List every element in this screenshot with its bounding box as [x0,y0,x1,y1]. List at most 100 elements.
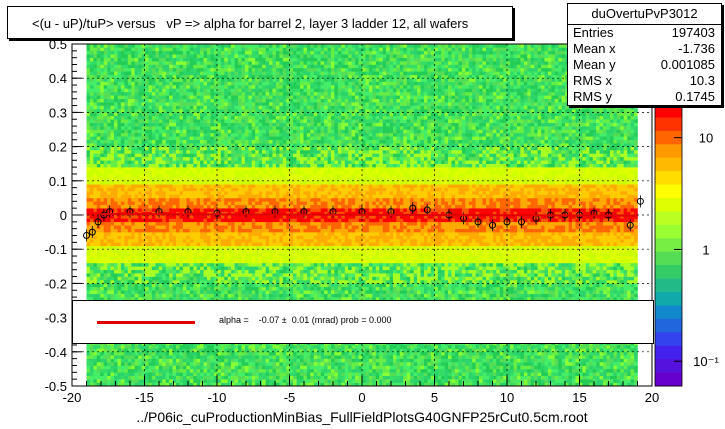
heatmap-cell [138,201,142,205]
heatmap-cell [103,297,108,301]
heatmap-cell [213,180,218,185]
heatmap-cell [145,139,149,144]
heatmap-cell [186,180,191,185]
heatmap-cell [89,235,94,240]
heatmap-cell [176,44,180,48]
heatmap-cell [138,91,142,96]
heatmap-cell [231,194,235,199]
heatmap-cell [172,197,177,202]
heatmap-cell [224,283,228,288]
heatmap-cell [141,273,146,277]
heatmap-cell [224,98,228,103]
heatmap-cell [217,122,222,127]
heatmap-cell [241,119,246,123]
heatmap-cell [238,362,242,366]
heatmap-cell [220,235,225,240]
heatmap-cell [210,102,215,106]
heatmap-cell [155,297,160,301]
heatmap-cell [251,61,256,65]
heatmap-cell [96,187,101,192]
heatmap-cell [134,177,139,182]
heatmap-cell [110,139,115,144]
heatmap-cell [207,180,211,185]
heatmap-cell [200,187,204,192]
heatmap-cell [86,194,91,199]
heatmap-cell [213,150,218,154]
heatmap-cell [186,221,191,226]
heatmap-cell [189,232,194,236]
heatmap-cell [203,362,208,366]
heatmap-cell [110,184,115,188]
heatmap-cell [186,293,191,298]
heatmap-cell [114,375,118,380]
heatmap-cell [96,91,101,96]
heatmap-cell [251,351,256,356]
heatmap-cell [117,348,122,353]
heatmap-cell [203,167,208,171]
heatmap-cell [134,283,139,288]
heatmap-cell [138,139,142,144]
heatmap-cell [172,170,177,175]
heatmap-cell [141,167,146,171]
heatmap-cell [238,91,242,96]
heatmap-cell [158,88,163,93]
heatmap-cell [134,85,139,89]
heatmap-cell [241,78,246,82]
heatmap-cell [169,351,173,356]
heatmap-cell [220,368,225,373]
heatmap-cell [217,375,222,380]
heatmap-cell [207,153,211,158]
heatmap-cell [182,228,187,233]
heatmap-cell [86,368,91,373]
heatmap-cell [100,225,104,229]
heatmap-cell [244,286,249,291]
heatmap-cell [207,197,211,202]
heatmap-cell [148,235,153,240]
heatmap-cell [196,156,201,161]
heatmap-cell [182,197,187,202]
heatmap-cell [100,290,104,294]
heatmap-cell [224,129,228,134]
heatmap-cell [158,129,163,134]
heatmap-cell [89,358,94,363]
heatmap-cell [200,348,204,353]
heatmap-cell [179,102,184,106]
heatmap-cell [200,174,204,178]
heatmap-cell [158,139,163,144]
heatmap-cell [224,163,228,168]
heatmap-cell [220,232,225,236]
heatmap-cell [86,293,91,298]
heatmap-cell [217,297,222,301]
heatmap-cell [207,174,211,178]
heatmap-cell [186,201,191,205]
heatmap-cell [110,180,115,185]
heatmap-cell [241,283,246,288]
heatmap-cell [158,85,163,89]
heatmap-cell [100,61,104,65]
heatmap-cell [124,382,129,387]
heatmap-cell [238,61,242,65]
heatmap-cell [255,156,259,161]
heatmap-cell [176,109,180,113]
heatmap-cell [110,245,115,250]
heatmap-cell [93,269,98,274]
heatmap-cell [93,91,98,96]
heatmap-cell [244,74,249,79]
heatmap-cell [145,95,149,99]
heatmap-cell [96,242,101,247]
heatmap-cell [213,170,218,175]
heatmap-cell [145,290,149,294]
heatmap-cell [155,160,160,164]
heatmap-cell [110,283,115,288]
heatmap-cell [131,54,135,58]
heatmap-cell [210,242,215,247]
heatmap-cell [141,191,146,195]
heatmap-cell [172,262,177,267]
heatmap-cell [234,119,239,123]
heatmap-cell [231,44,235,48]
heatmap-cell [203,245,208,250]
heatmap-cell [96,64,101,69]
heatmap-cell [203,365,208,370]
heatmap-cell [134,136,139,140]
heatmap-cell [127,64,132,69]
